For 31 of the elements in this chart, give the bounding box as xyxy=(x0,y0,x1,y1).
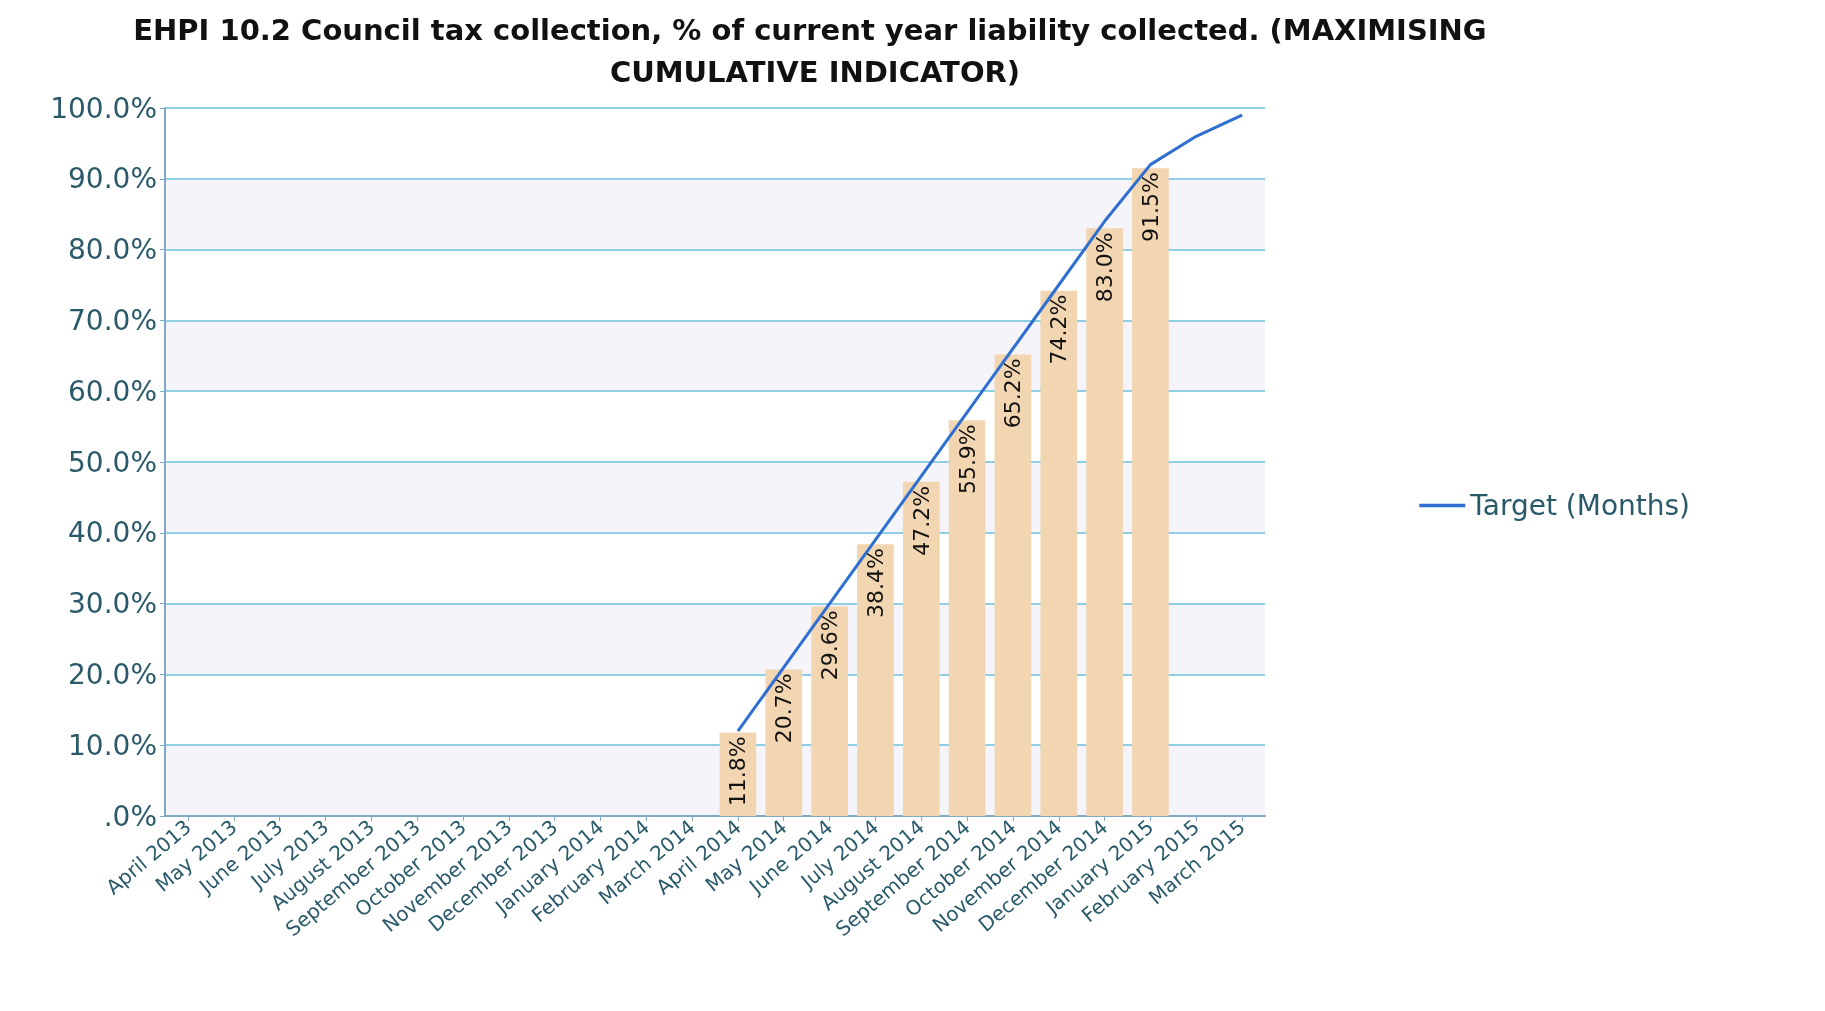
y-tick-label: 90.0% xyxy=(68,162,157,196)
data-label: 38.4% xyxy=(862,548,888,619)
data-label: 74.2% xyxy=(1046,294,1072,365)
data-label: 47.2% xyxy=(908,485,934,556)
data-label: 55.9% xyxy=(954,424,980,495)
y-tick-label: 30.0% xyxy=(68,587,157,621)
data-label: 11.8% xyxy=(725,736,751,807)
y-tick-label: 10.0% xyxy=(68,728,157,762)
legend-label: Target (Months) xyxy=(1469,489,1691,522)
bar xyxy=(1040,290,1078,816)
data-label: 65.2% xyxy=(1000,358,1026,429)
bar xyxy=(765,669,803,816)
chart-title: EHPI 10.2 Council tax collection, % of current year liability collected. (MAXIMISING CUMULATIVE INDICATOR) xyxy=(133,13,1497,89)
data-label: 83.0% xyxy=(1092,232,1118,303)
bar xyxy=(811,606,848,816)
y-tick-label: 50.0% xyxy=(68,445,157,479)
y-tick-label: 60.0% xyxy=(68,374,157,408)
bar xyxy=(948,420,986,816)
bar xyxy=(994,354,1032,816)
bar xyxy=(1132,168,1169,816)
data-label: 91.5% xyxy=(1137,172,1163,243)
y-tick-label: 70.0% xyxy=(68,303,157,337)
bar xyxy=(1086,228,1123,816)
bar xyxy=(902,481,940,816)
y-tick-label: 100.0% xyxy=(50,91,157,125)
y-tick-label: 40.0% xyxy=(68,516,157,550)
data-label: 20.7% xyxy=(771,673,797,744)
y-tick-label: 80.0% xyxy=(68,233,157,267)
bar xyxy=(857,544,894,816)
y-tick-label: 20.0% xyxy=(68,657,157,691)
data-label: 29.6% xyxy=(817,610,843,681)
